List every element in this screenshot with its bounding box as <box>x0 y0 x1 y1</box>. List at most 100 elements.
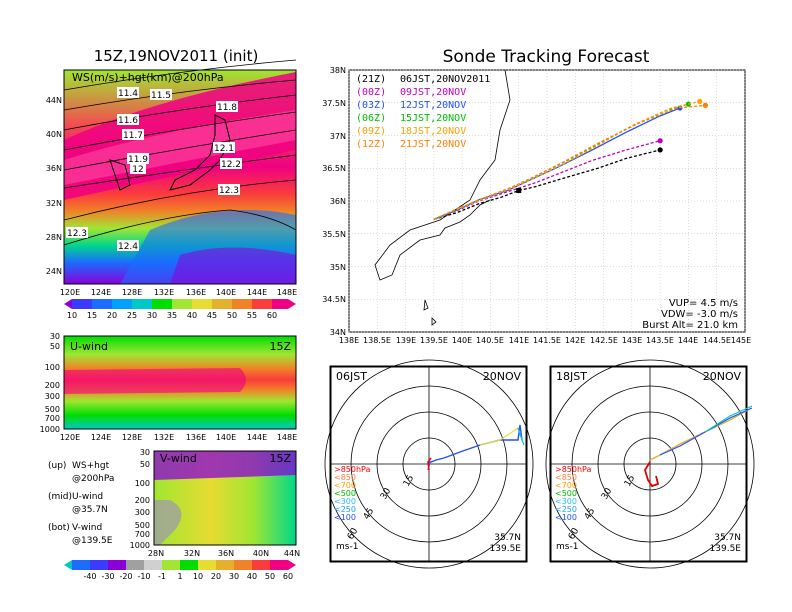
svg-text:<700: <700 <box>334 481 356 490</box>
contour-label: 12.2 <box>221 160 241 170</box>
vwind-colorbar-labels: -40 -30 -20 -10 -1 1 10 20 30 40 50 60 <box>83 572 293 581</box>
vwind-colorbar <box>64 560 296 570</box>
hodo2-lon: 139.5E <box>710 544 742 554</box>
svg-text:-10: -10 <box>137 572 150 581</box>
svg-text:10: 10 <box>193 572 203 581</box>
ws-map-lat-ticks: 44N 40N 36N 32N 28N 24N <box>46 96 62 276</box>
uwind-time: 15Z <box>269 340 291 353</box>
svg-text:<300: <300 <box>334 497 356 506</box>
svg-text:1000: 1000 <box>130 541 150 550</box>
svg-text:32N: 32N <box>184 549 200 558</box>
jet-max <box>64 110 296 185</box>
svg-text:<100: <100 <box>334 513 356 522</box>
uwind-jet <box>64 368 246 394</box>
svg-text:44N: 44N <box>46 96 62 105</box>
contour-label: 11.8 <box>217 103 237 113</box>
svg-text:36N: 36N <box>46 164 62 173</box>
svg-text:120E: 120E <box>60 433 80 442</box>
svg-text:44N: 44N <box>284 549 300 558</box>
svg-text:50: 50 <box>265 572 275 581</box>
contour-label: 12.4 <box>118 242 138 252</box>
svg-text:32N: 32N <box>46 199 62 208</box>
svg-text:>850hPa: >850hPa <box>334 465 371 474</box>
svg-text:>850hPa: >850hPa <box>555 465 592 474</box>
svg-text:45: 45 <box>583 507 597 522</box>
island <box>423 299 429 311</box>
svg-text:300: 300 <box>45 392 60 401</box>
ws-map-frame <box>63 69 297 285</box>
track-end-point <box>702 102 709 108</box>
svg-text:WS+hgt: WS+hgt <box>72 461 110 471</box>
panel-legend: (up) WS+hgt @200hPa (mid) U-wind @35.7N (b… <box>48 461 114 546</box>
hodo1-units: ms-1 <box>336 542 358 552</box>
svg-text:500: 500 <box>135 521 150 530</box>
hodo1-trace-low <box>427 457 432 471</box>
contour-label: 12.3 <box>67 229 87 239</box>
svg-text:VUP= 4.5 m/s: VUP= 4.5 m/s <box>669 298 738 309</box>
hodo1-lon: 139.5E <box>490 544 522 554</box>
svg-text:21JST,20NOV: 21JST,20NOV <box>400 139 466 150</box>
svg-text:100: 100 <box>45 363 60 372</box>
svg-text:144E: 144E <box>247 433 267 442</box>
svg-text:139E: 139E <box>396 336 416 345</box>
svg-text:<700: <700 <box>555 481 577 490</box>
contour-label: 12 <box>132 165 143 175</box>
svg-text:40N: 40N <box>253 549 269 558</box>
japan-coast <box>169 114 231 191</box>
svg-text:VDW= -3.0 m/s: VDW= -3.0 m/s <box>661 309 738 320</box>
svg-text:15JST,20NOV: 15JST,20NOV <box>400 113 466 124</box>
vwind-time: 15Z <box>269 452 291 465</box>
hodo1-lat: 35.7N <box>494 533 521 543</box>
svg-text:140.5E: 140.5E <box>476 336 504 345</box>
svg-text:144E: 144E <box>678 336 698 345</box>
svg-text:136E: 136E <box>186 288 206 297</box>
svg-text:18JST,20NOV: 18JST,20NOV <box>400 126 466 137</box>
svg-text:144E: 144E <box>247 288 267 297</box>
svg-text:139.5E: 139.5E <box>420 336 448 345</box>
svg-text:136E: 136E <box>186 433 206 442</box>
svg-text:35.5N: 35.5N <box>322 230 346 239</box>
uwind-panel: U-wind 15Z <box>63 335 297 430</box>
svg-text:45: 45 <box>207 311 217 320</box>
svg-text:60: 60 <box>267 311 277 320</box>
svg-text:142.5E: 142.5E <box>590 336 618 345</box>
uwind-x-ticks: 120E 124E 128E 132E 136E 140E 144E 148E <box>60 433 297 442</box>
contour-label: 11.5 <box>151 91 171 101</box>
contour-label: 11.7 <box>123 131 143 141</box>
svg-text:36N: 36N <box>218 549 234 558</box>
burst-marker <box>516 188 522 194</box>
svg-text:09JST,20NOV: 09JST,20NOV <box>400 87 466 98</box>
svg-text:(06Z): (06Z) <box>356 113 386 124</box>
svg-text:128E: 128E <box>122 433 142 442</box>
svg-text:124E: 124E <box>91 433 111 442</box>
svg-text:132E: 132E <box>154 433 174 442</box>
svg-text:(21Z): (21Z) <box>356 74 386 85</box>
ws-map-lon-ticks: 120E 124E 128E 132E 136E 140E 144E 148E <box>60 288 297 297</box>
svg-text:50: 50 <box>140 460 150 469</box>
svg-text:60: 60 <box>283 572 293 581</box>
hodograph-06jst: 06JST 20NOV 15 30 45 60 >850hPa <850 <70… <box>324 359 534 569</box>
svg-text:50: 50 <box>50 342 60 351</box>
vwind-gray <box>154 500 182 545</box>
track-series-4 <box>433 100 700 220</box>
svg-text:(bot): (bot) <box>48 523 70 533</box>
hodo1-date: 20NOV <box>483 370 522 383</box>
svg-text:144.5E: 144.5E <box>703 336 731 345</box>
svg-text:30: 30 <box>229 572 239 581</box>
svg-text:(09Z): (09Z) <box>356 126 386 137</box>
svg-text:132E: 132E <box>154 288 174 297</box>
svg-text:<250: <250 <box>334 505 356 514</box>
track-end-point <box>657 138 663 144</box>
contour-label: 12.1 <box>214 144 234 154</box>
vwind-frame <box>153 450 297 546</box>
svg-text:700: 700 <box>135 530 150 539</box>
svg-text:V-wind: V-wind <box>72 523 102 533</box>
svg-text:1: 1 <box>177 572 182 581</box>
svg-text:36N: 36N <box>330 197 346 206</box>
svg-text:-30: -30 <box>101 572 114 581</box>
svg-text:50: 50 <box>227 311 237 320</box>
svg-text:(up): (up) <box>48 461 66 471</box>
map-title: 15Z,19NOV2011 (init) <box>94 47 259 65</box>
svg-text:28N: 28N <box>46 233 62 242</box>
